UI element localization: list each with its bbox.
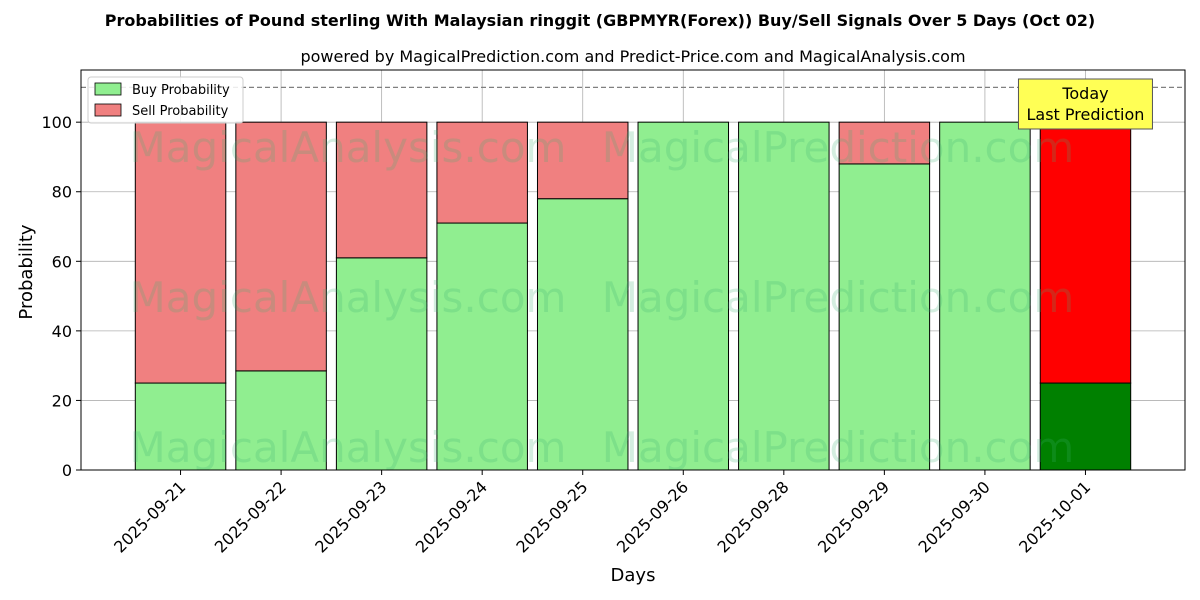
buy-bar bbox=[637, 121, 730, 471]
x-tick-label: 2025-09-29 bbox=[814, 477, 893, 556]
buy-bar bbox=[838, 163, 931, 471]
watermark: MagicalPrediction.com bbox=[602, 423, 1075, 472]
x-tick-label: 2025-09-28 bbox=[713, 477, 792, 556]
x-tick-label: 2025-10-01 bbox=[1015, 477, 1094, 556]
y-axis-label: Probability bbox=[16, 224, 37, 319]
watermark: MagicalAnalysis.com bbox=[130, 423, 567, 472]
sell-bar bbox=[335, 121, 428, 259]
watermark: MagicalPrediction.com bbox=[602, 123, 1075, 172]
legend-swatch-sell bbox=[94, 103, 122, 117]
y-tick-label: 0 bbox=[62, 461, 72, 480]
buy-bar bbox=[939, 121, 1031, 471]
watermark: MagicalAnalysis.com bbox=[130, 123, 567, 172]
annotation-box bbox=[1017, 78, 1153, 130]
chart-title: Probabilities of Pound sterling With Mal… bbox=[105, 11, 1095, 30]
chart-subtitle: powered by MagicalPrediction.com and Pre… bbox=[300, 47, 965, 66]
y-tick-label: 40 bbox=[52, 322, 72, 341]
y-tick-label: 20 bbox=[52, 391, 72, 410]
buy-bar bbox=[335, 257, 428, 471]
sell-bar bbox=[838, 121, 931, 165]
x-axis-label: Days bbox=[611, 565, 656, 586]
legend-box bbox=[87, 76, 244, 124]
x-tick-label: 2025-09-25 bbox=[512, 477, 591, 556]
sell-bar bbox=[536, 121, 629, 200]
buy-bar bbox=[536, 198, 629, 471]
buy-bar bbox=[738, 121, 830, 471]
sell-bar bbox=[1039, 121, 1132, 384]
x-tick-label: 2025-09-22 bbox=[211, 477, 290, 556]
x-tick-label: 2025-09-23 bbox=[311, 477, 390, 556]
axes-frame bbox=[80, 69, 1186, 471]
y-tick-label: 60 bbox=[52, 252, 72, 271]
y-tick-label: 80 bbox=[52, 183, 72, 202]
sell-bar bbox=[436, 121, 528, 224]
legend-label-sell: Sell Probability bbox=[132, 104, 229, 119]
buy-bar bbox=[1039, 382, 1132, 471]
x-tick-label: 2025-09-24 bbox=[412, 477, 491, 556]
annotation-text: Today bbox=[1061, 84, 1108, 103]
watermark: MagicalPrediction.com bbox=[602, 273, 1075, 322]
legend-swatch-buy bbox=[94, 82, 122, 96]
legend-label-buy: Buy Probability bbox=[132, 83, 230, 98]
x-tick-label: 2025-09-30 bbox=[915, 477, 994, 556]
buy-bar bbox=[436, 222, 528, 471]
plot-area: MagicalAnalysis.com MagicalPrediction.com… bbox=[41, 69, 1186, 557]
sell-bar bbox=[134, 121, 227, 384]
watermark: MagicalAnalysis.com bbox=[130, 273, 567, 322]
annotation-text: Last Prediction bbox=[1027, 105, 1145, 124]
x-tick-label: 2025-09-26 bbox=[613, 477, 692, 556]
sell-bar bbox=[235, 121, 327, 372]
buy-bar bbox=[134, 382, 227, 471]
y-tick-label: 100 bbox=[41, 113, 72, 132]
x-tick-label: 2025-09-21 bbox=[110, 477, 189, 556]
